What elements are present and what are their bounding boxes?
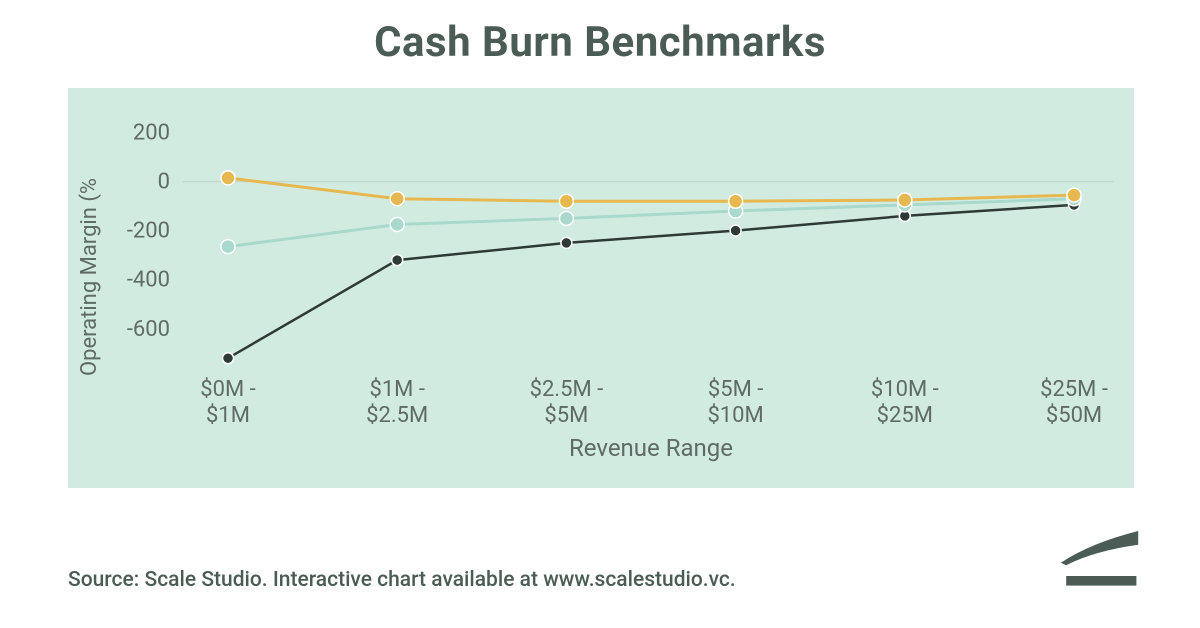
series-marker xyxy=(1067,188,1081,202)
x-tick-label: $2.5M xyxy=(366,403,428,428)
y-tick-label: 0 xyxy=(158,170,170,195)
series-marker xyxy=(221,171,235,185)
x-tick-label: $5M xyxy=(544,403,588,428)
series-marker xyxy=(223,353,234,364)
series-marker xyxy=(390,192,404,206)
x-tick-label: $10M xyxy=(707,403,763,428)
chart-container: 200 0 -200 -400 -600 Operating Margin (% $0M -… xyxy=(68,88,1134,488)
x-tick-label: $2.5M - xyxy=(530,377,604,402)
benchmark-chart: 200 0 -200 -400 -600 Operating Margin (% $0M -… xyxy=(68,88,1134,488)
y-tick-label: 200 xyxy=(133,121,170,146)
x-tick-label: $5M - xyxy=(708,377,763,402)
y-axis-label: Operating Margin (% xyxy=(77,178,102,376)
x-tick-label: $25M xyxy=(877,403,933,428)
y-tick-label: -200 xyxy=(127,219,170,244)
series-marker xyxy=(559,211,573,225)
x-tick-label: $0M - xyxy=(200,377,255,402)
series-marker xyxy=(559,194,573,208)
brand-logo xyxy=(1050,528,1140,588)
series-marker xyxy=(898,193,912,207)
source-text: Source: Scale Studio. Interactive chart … xyxy=(68,568,736,592)
series-marker xyxy=(392,255,403,266)
series-marker xyxy=(390,218,404,232)
x-tick-label: $10M - xyxy=(871,377,939,402)
series-marker xyxy=(561,237,572,248)
x-tick-label: $1M xyxy=(206,403,250,428)
x-tick-label: $25M - xyxy=(1040,377,1108,402)
x-tick-label: $50M xyxy=(1046,403,1102,428)
y-tick-label: -400 xyxy=(127,268,170,293)
series-marker xyxy=(221,240,235,254)
y-tick-label: -600 xyxy=(127,317,170,342)
series-marker xyxy=(729,194,743,208)
series-marker xyxy=(730,225,741,236)
page-title: Cash Burn Benchmarks xyxy=(0,0,1200,67)
x-tick-label: $1M - xyxy=(369,377,424,402)
x-axis-label: Revenue Range xyxy=(569,434,733,462)
